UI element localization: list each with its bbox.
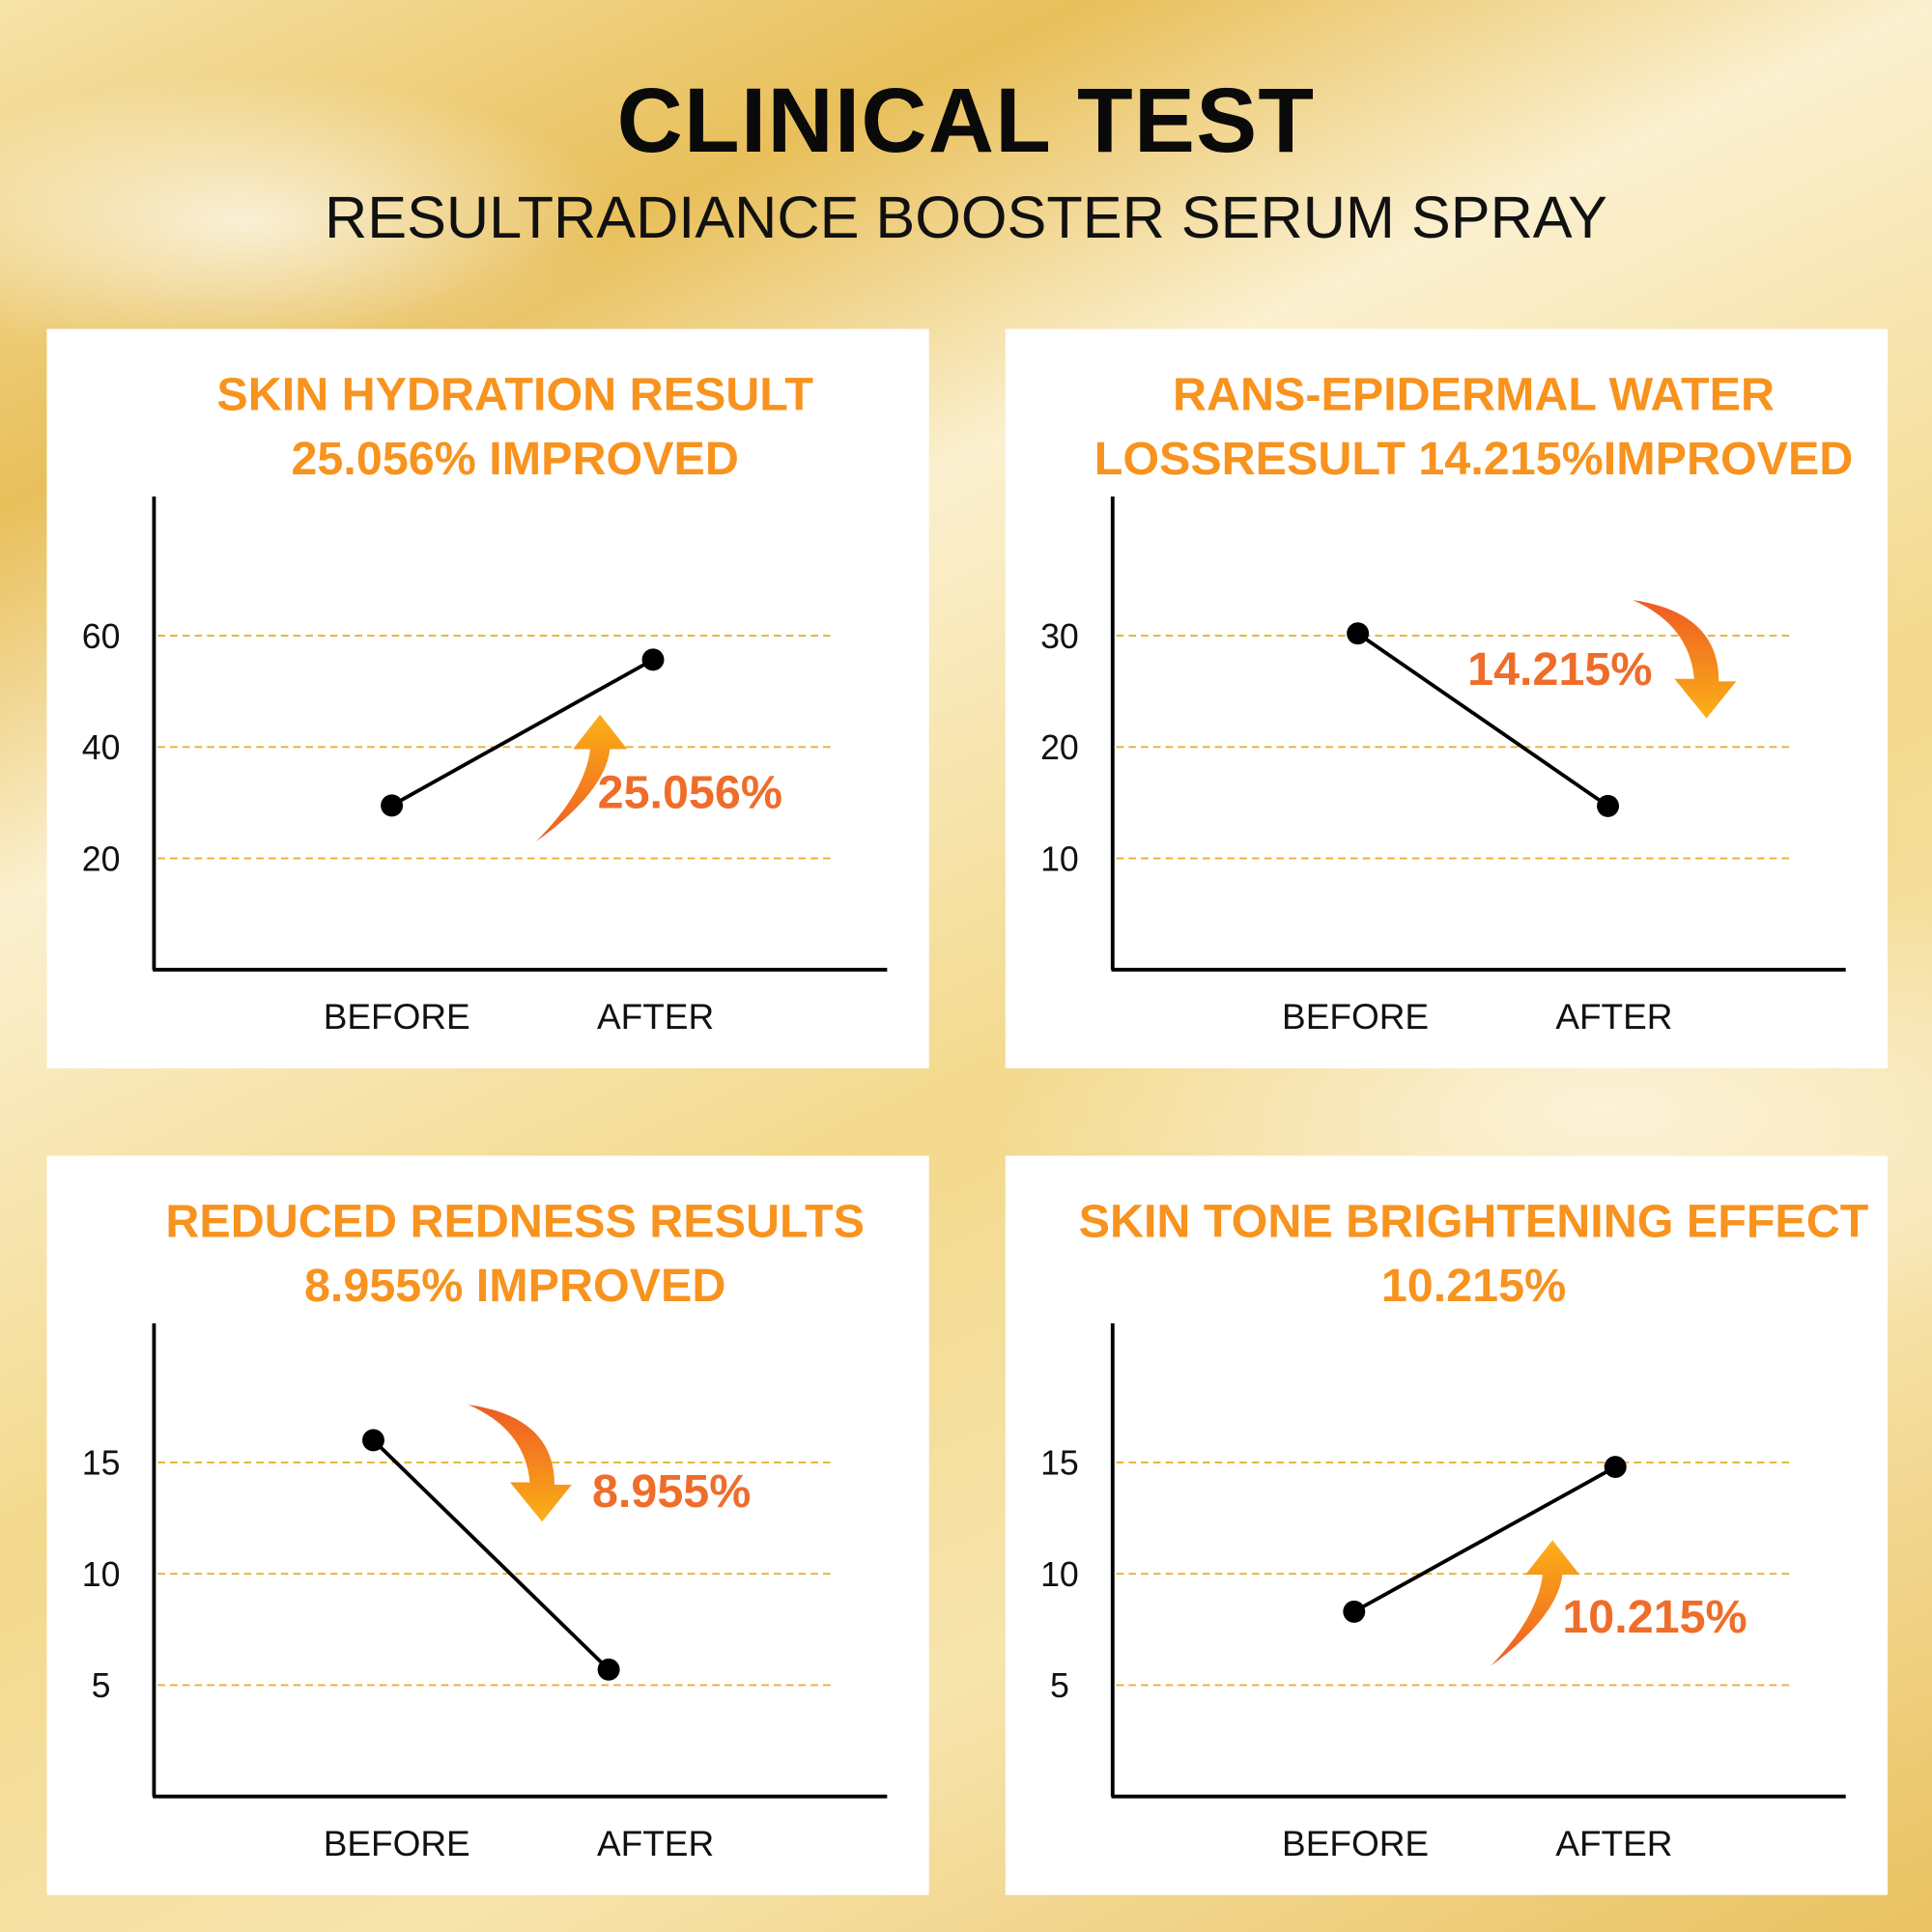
y-tick-label: 10: [1040, 839, 1079, 878]
x-tick-label: BEFORE: [324, 1824, 470, 1863]
y-tick-label: 10: [1040, 1555, 1079, 1594]
y-tick-label: 40: [82, 728, 121, 767]
chart-title-line: LOSSRESULT 14.215%IMPROVED: [1094, 433, 1854, 486]
line-chart: 5 10 15 BEFORE AFTER 10.215%: [1040, 1322, 1846, 1863]
y-tick-label: 20: [82, 839, 121, 878]
change-annotation: 10.215%: [1562, 1591, 1747, 1643]
chart-panel-3: REDUCED REDNESS RESULTS 8.955% IMPROVED 5 1…: [46, 1155, 929, 1895]
x-tick-label: BEFORE: [324, 997, 470, 1037]
series-line: [1352, 1464, 1617, 1614]
chart-title-line: RANS-EPIDERMAL WATER: [1173, 369, 1775, 422]
chart-title-line: REDUCED REDNESS RESULTS: [165, 1196, 865, 1249]
x-tick-label: BEFORE: [1282, 1824, 1429, 1863]
arrow-up-icon: [535, 714, 628, 842]
y-tick-label: 5: [92, 1666, 111, 1705]
chart-title: RANS-EPIDERMAL WATER LOSSRESULT 14.215%IM…: [1006, 363, 1932, 492]
arrow-down-icon: [468, 1405, 572, 1522]
line-chart: 20 40 60 BEFORE AFTER 25.056%: [82, 497, 888, 1037]
page-title: CLINICAL TEST: [616, 69, 1316, 172]
chart-title-line: 10.215%: [1380, 1260, 1567, 1313]
chart-title: SKIN TONE BRIGHTENING EFFECT 10.215%: [1006, 1190, 1932, 1319]
y-tick-label: 10: [82, 1555, 121, 1594]
data-point: [361, 1429, 384, 1452]
chart-title: SKIN HYDRATION RESULT 25.056% IMPROVED: [46, 363, 982, 492]
chart-panel-4: SKIN TONE BRIGHTENING EFFECT 10.215% 5 10 15…: [1005, 1155, 1889, 1895]
chart-title-line: SKIN TONE BRIGHTENING EFFECT: [1078, 1196, 1869, 1249]
chart-title: REDUCED REDNESS RESULTS 8.955% IMPROVED: [46, 1190, 982, 1319]
data-point: [1347, 622, 1370, 645]
y-tick-label: 15: [1040, 1444, 1079, 1483]
data-point: [1597, 794, 1620, 817]
page-subtitle: RESULTRADIANCE BOOSTER SERUM SPRAY: [325, 185, 1607, 252]
y-tick-label: 20: [1040, 728, 1079, 767]
change-annotation: 14.215%: [1467, 643, 1652, 696]
chart-title-line: SKIN HYDRATION RESULT: [216, 369, 813, 422]
data-point: [1343, 1600, 1366, 1623]
series-line: [1356, 632, 1609, 808]
data-point: [381, 794, 404, 817]
data-point: [641, 648, 665, 671]
arrow-down-icon: [1633, 600, 1737, 719]
x-tick-label: BEFORE: [1282, 997, 1429, 1037]
x-tick-label: AFTER: [597, 997, 714, 1037]
line-chart: 5 10 15 BEFORE AFTER 8.955%: [82, 1322, 888, 1863]
y-tick-label: 60: [82, 617, 121, 656]
change-annotation: 8.955%: [592, 1465, 751, 1518]
series-line: [390, 658, 654, 808]
line-chart: 10 20 30 BEFORE AFTER 14.215%: [1040, 497, 1846, 1037]
chart-title-line: 25.056% IMPROVED: [291, 433, 739, 486]
x-tick-label: AFTER: [1555, 997, 1672, 1037]
arrow-up-icon: [1491, 1540, 1580, 1666]
y-tick-label: 5: [1050, 1666, 1069, 1705]
data-point: [1604, 1456, 1627, 1479]
data-point: [597, 1658, 620, 1681]
chart-panel-2: RANS-EPIDERMAL WATER LOSSRESULT 14.215%IM…: [1005, 328, 1889, 1068]
y-tick-label: 30: [1040, 617, 1079, 656]
change-annotation: 25.056%: [598, 767, 782, 819]
x-tick-label: AFTER: [597, 1824, 714, 1863]
x-tick-label: AFTER: [1555, 1824, 1672, 1863]
series-line: [372, 1438, 611, 1671]
y-tick-label: 15: [82, 1444, 121, 1483]
chart-title-line: 8.955% IMPROVED: [303, 1260, 726, 1313]
chart-panel-1: SKIN HYDRATION RESULT 25.056% IMPROVED 20 4…: [46, 328, 929, 1068]
